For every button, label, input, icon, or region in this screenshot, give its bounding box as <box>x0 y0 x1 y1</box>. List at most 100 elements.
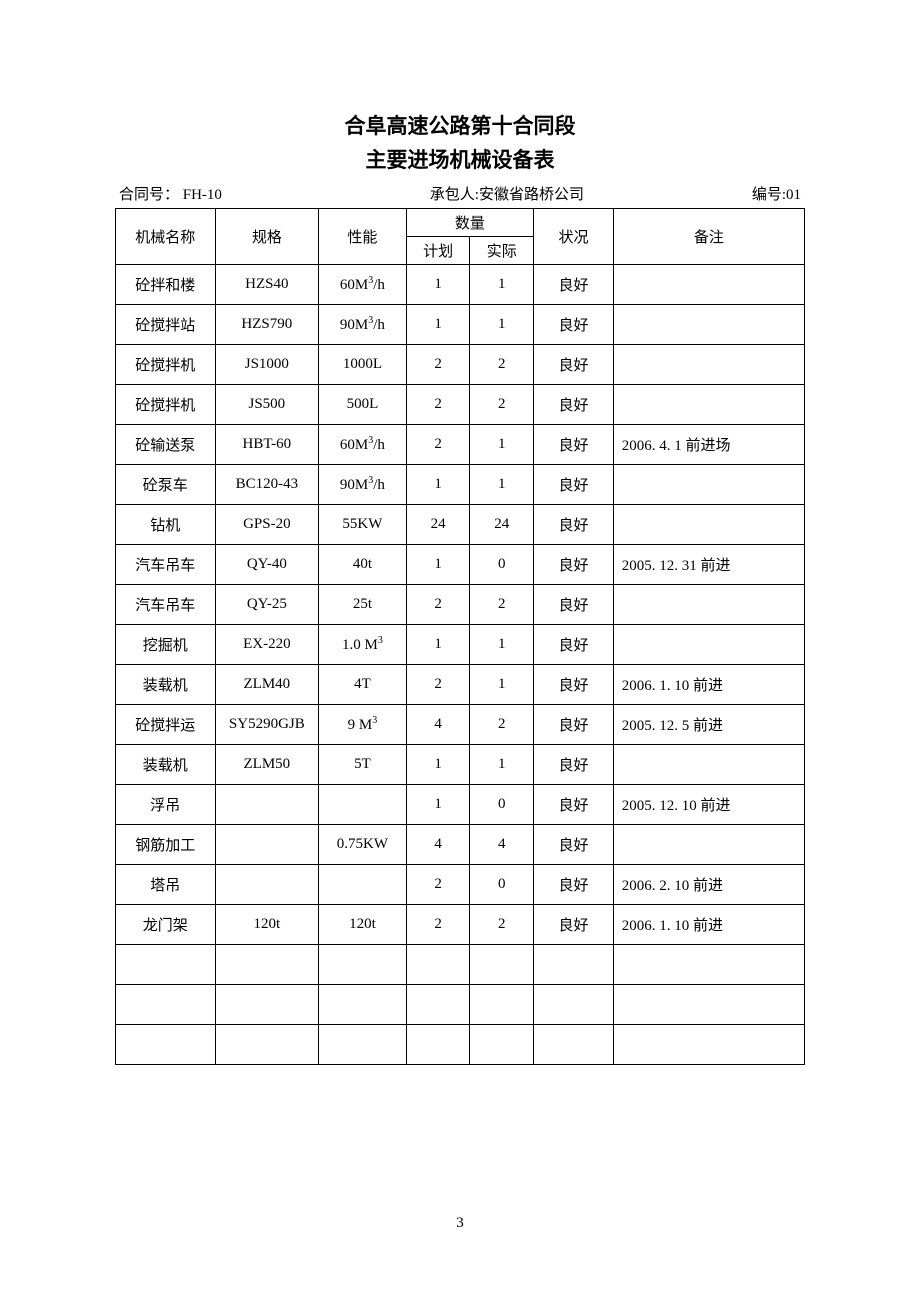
table-cell: 良好 <box>534 465 614 505</box>
table-cell <box>215 825 319 865</box>
table-cell: 2 <box>470 905 534 945</box>
table-cell: 良好 <box>534 665 614 705</box>
title-line-2: 主要进场机械设备表 <box>115 144 805 178</box>
table-cell: 良好 <box>534 585 614 625</box>
table-cell <box>613 825 804 865</box>
table-cell: 砼输送泵 <box>116 425 216 465</box>
col-header-spec: 规格 <box>215 209 319 265</box>
table-row: 砼搅拌机JS500500L22良好 <box>116 385 805 425</box>
table-cell: 2 <box>406 385 470 425</box>
table-cell: 汽车吊车 <box>116 545 216 585</box>
table-cell: 1 <box>406 785 470 825</box>
table-cell <box>613 345 804 385</box>
table-cell: JS1000 <box>215 345 319 385</box>
table-cell <box>116 1025 216 1065</box>
col-header-actual: 实际 <box>470 237 534 265</box>
table-cell: 2 <box>470 585 534 625</box>
col-header-plan: 计划 <box>406 237 470 265</box>
table-cell: 2 <box>406 865 470 905</box>
col-header-remark: 备注 <box>613 209 804 265</box>
table-cell <box>215 945 319 985</box>
table-cell: 钻机 <box>116 505 216 545</box>
table-row <box>116 1025 805 1065</box>
table-cell <box>613 625 804 665</box>
table-cell: 良好 <box>534 265 614 305</box>
table-cell: 24 <box>470 505 534 545</box>
col-header-name: 机械名称 <box>116 209 216 265</box>
table-cell: 2006. 1. 10 前进 <box>613 665 804 705</box>
table-cell: 9 M3 <box>319 705 407 745</box>
table-cell: 1 <box>406 545 470 585</box>
table-row: 砼搅拌机JS10001000L22良好 <box>116 345 805 385</box>
table-cell: 良好 <box>534 345 614 385</box>
table-cell: 良好 <box>534 865 614 905</box>
table-cell: 2005. 12. 5 前进 <box>613 705 804 745</box>
table-cell: 良好 <box>534 385 614 425</box>
table-cell: 砼拌和楼 <box>116 265 216 305</box>
table-cell: 2 <box>406 585 470 625</box>
table-cell: 塔吊 <box>116 865 216 905</box>
table-row: 挖掘机EX-2201.0 M311良好 <box>116 625 805 665</box>
table-cell: 24 <box>406 505 470 545</box>
table-cell: 良好 <box>534 545 614 585</box>
table-cell <box>406 1025 470 1065</box>
table-row: 汽车吊车QY-4040t10良好2005. 12. 31 前进 <box>116 545 805 585</box>
table-cell: 良好 <box>534 505 614 545</box>
table-row: 汽车吊车QY-2525t22良好 <box>116 585 805 625</box>
table-row: 砼泵车BC120-4390M3/h11良好 <box>116 465 805 505</box>
contractor: 承包人:安徽省路桥公司 <box>222 183 752 204</box>
table-cell: 5T <box>319 745 407 785</box>
table-cell <box>534 1025 614 1065</box>
table-cell <box>319 985 407 1025</box>
table-body: 砼拌和楼HZS4060M3/h11良好砼搅拌站HZS79090M3/h11良好砼… <box>116 265 805 1065</box>
table-cell: 砼搅拌机 <box>116 345 216 385</box>
table-cell: 90M3/h <box>319 305 407 345</box>
table-cell <box>613 265 804 305</box>
table-cell: GPS-20 <box>215 505 319 545</box>
title-line-1: 合阜高速公路第十合同段 <box>115 110 805 144</box>
table-cell <box>406 945 470 985</box>
table-row <box>116 945 805 985</box>
table-cell: 2 <box>470 345 534 385</box>
table-cell: 汽车吊车 <box>116 585 216 625</box>
equipment-table: 机械名称 规格 性能 数量 状况 备注 计划 实际 砼拌和楼HZS4060M3/… <box>115 208 805 1065</box>
table-cell: 4 <box>406 825 470 865</box>
page-number: 3 <box>0 1215 920 1232</box>
table-cell: JS500 <box>215 385 319 425</box>
table-cell: 2 <box>470 385 534 425</box>
table-cell: 500L <box>319 385 407 425</box>
table-row: 塔吊 20良好2006. 2. 10 前进 <box>116 865 805 905</box>
table-row: 砼拌和楼HZS4060M3/h11良好 <box>116 265 805 305</box>
table-cell: 2006. 4. 1 前进场 <box>613 425 804 465</box>
table-cell <box>116 985 216 1025</box>
table-cell: 4 <box>470 825 534 865</box>
table-header-row-1: 机械名称 规格 性能 数量 状况 备注 <box>116 209 805 237</box>
table-cell: 砼搅拌站 <box>116 305 216 345</box>
table-cell: 1 <box>406 465 470 505</box>
table-cell: 2 <box>406 345 470 385</box>
table-cell: 1 <box>406 625 470 665</box>
table-cell: 0.75KW <box>319 825 407 865</box>
table-cell: 1 <box>470 265 534 305</box>
table-cell: 良好 <box>534 825 614 865</box>
table-cell <box>613 745 804 785</box>
table-cell <box>319 865 407 905</box>
table-cell: HZS790 <box>215 305 319 345</box>
table-cell: 2005. 12. 31 前进 <box>613 545 804 585</box>
table-cell: 浮吊 <box>116 785 216 825</box>
table-cell: 1 <box>470 425 534 465</box>
table-cell: 1 <box>470 305 534 345</box>
table-cell <box>319 945 407 985</box>
table-cell: 龙门架 <box>116 905 216 945</box>
table-row <box>116 985 805 1025</box>
table-cell: 装载机 <box>116 665 216 705</box>
table-cell: 0 <box>470 865 534 905</box>
table-cell: 2006. 2. 10 前进 <box>613 865 804 905</box>
table-cell: 60M3/h <box>319 265 407 305</box>
table-cell: HBT-60 <box>215 425 319 465</box>
table-cell <box>613 585 804 625</box>
table-cell: 挖掘机 <box>116 625 216 665</box>
table-cell: 1 <box>406 745 470 785</box>
table-cell <box>613 305 804 345</box>
table-cell: 良好 <box>534 905 614 945</box>
